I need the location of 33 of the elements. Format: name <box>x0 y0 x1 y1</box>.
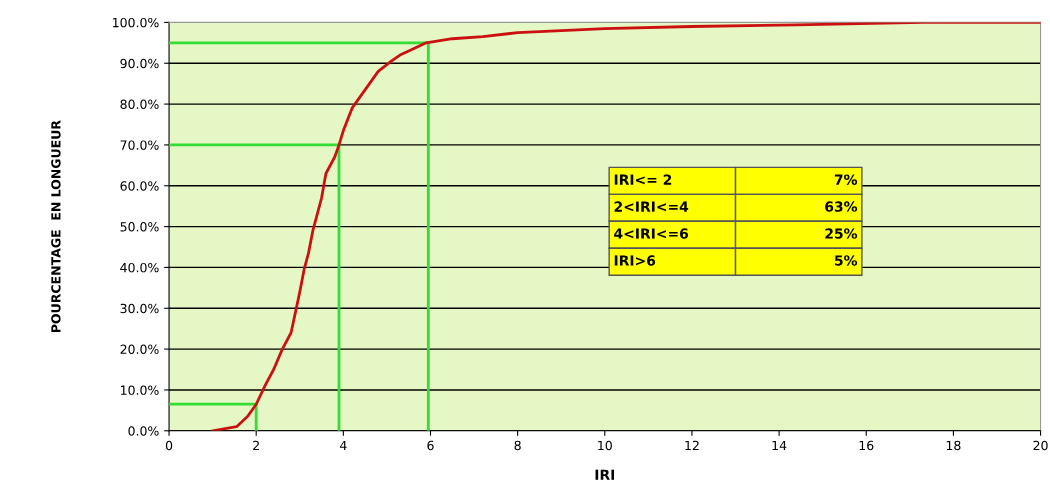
annotation: IRI>6 <box>614 255 656 266</box>
y-tick-label: 80.0% <box>120 99 159 110</box>
annotation: IRI<= 2 <box>614 174 672 185</box>
y-tick-label: 90.0% <box>120 58 159 69</box>
x-axis-title: IRI <box>595 469 615 480</box>
annotation: 4<IRI<=6 <box>614 228 689 239</box>
y-tick-label: 100.0% <box>113 17 159 28</box>
y-tick-label: 30.0% <box>120 303 159 314</box>
line-series <box>211 22 1041 431</box>
x-tick-label: 2 <box>253 440 259 450</box>
y-tick-label: 70.0% <box>120 140 159 150</box>
annotation: 63% <box>825 201 858 212</box>
annotation: 25% <box>825 228 858 239</box>
x-tick-label: 8 <box>514 440 521 451</box>
y-tick-label: 20.0% <box>120 344 159 355</box>
x-tick-label: 10 <box>598 440 612 451</box>
x-tick-label: 16 <box>859 440 874 451</box>
x-tick-label: 12 <box>685 440 699 450</box>
annotation: 5% <box>835 255 858 266</box>
x-tick-label: 14 <box>772 440 787 450</box>
y-tick-label: 60.0% <box>120 181 159 191</box>
y-tick-label: 40.0% <box>120 262 159 273</box>
annotation: 2<IRI<=4 <box>614 201 689 212</box>
y-tick-label: 10.0% <box>120 385 159 395</box>
annotation: 7% <box>834 174 858 185</box>
x-tick-label: 0 <box>165 440 173 451</box>
x-tick-label: 20 <box>1033 440 1048 451</box>
x-tick-label: 18 <box>946 440 961 451</box>
y-tick-label: 0.0% <box>128 426 159 436</box>
x-tick-label: 6 <box>427 440 434 451</box>
y-tick-label: 50.0% <box>120 222 159 232</box>
x-tick-label: 4 <box>339 440 347 450</box>
y-axis-title: POURCENTAGE EN LONGUEUR <box>51 120 61 333</box>
